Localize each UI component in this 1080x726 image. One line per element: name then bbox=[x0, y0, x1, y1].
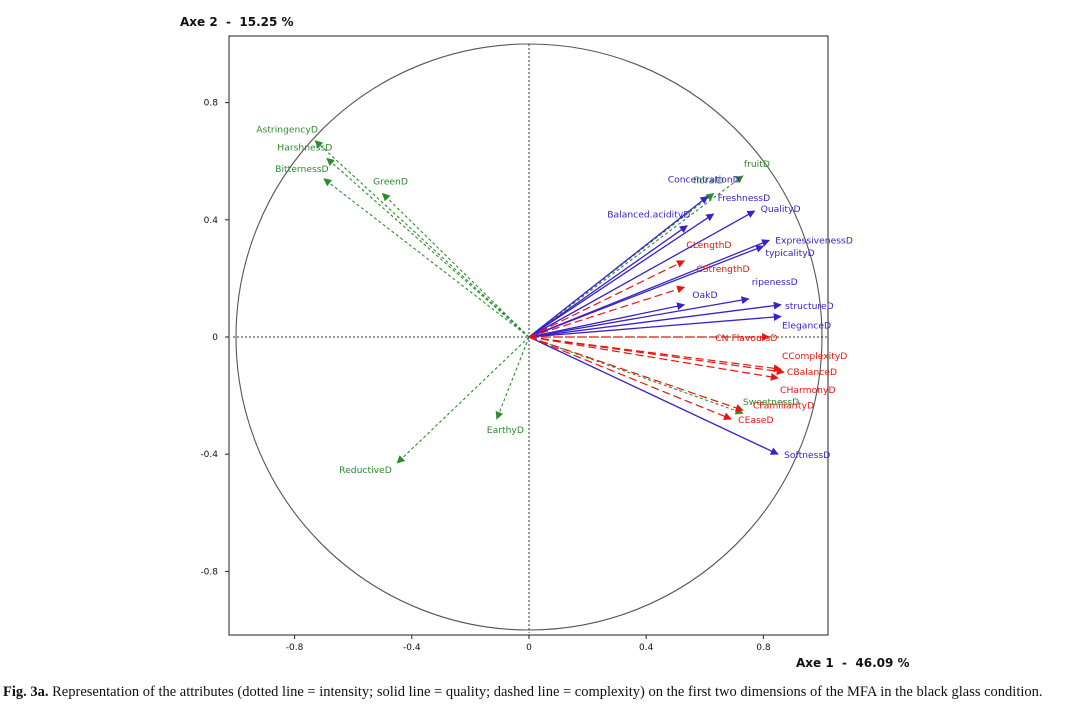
vector-sweetnessd bbox=[528, 336, 744, 415]
x-tick-label: -0.8 bbox=[286, 643, 304, 653]
x-tick-label: 0.8 bbox=[756, 643, 771, 653]
vector-freshnessd bbox=[528, 213, 715, 338]
label-fruitd: fruitD bbox=[744, 159, 770, 170]
vector-reductived bbox=[396, 336, 530, 464]
label-ccomplexityd: CComplexityD bbox=[782, 351, 847, 362]
vector-charmonyd bbox=[528, 336, 779, 381]
label-ceased: CEaseD bbox=[738, 415, 773, 426]
label-structured: structureD bbox=[785, 301, 834, 312]
label-concentrationd: ConcentrationD bbox=[668, 174, 740, 185]
x-tick-label: -0.4 bbox=[403, 643, 421, 653]
label-freshnessd: FreshnessD bbox=[718, 193, 771, 204]
x-tick-label: 0 bbox=[526, 643, 532, 653]
label-expressivenessd: ExpressivenessD bbox=[775, 235, 853, 246]
vector-clengthd bbox=[528, 260, 686, 338]
y-axis-title: Axe 2 - 15.25 % bbox=[180, 15, 294, 29]
label-reductived: ReductiveD bbox=[339, 465, 392, 476]
label-sweetnessd: SweetnessD bbox=[743, 397, 799, 408]
y-tick-label: -0.8 bbox=[200, 567, 218, 577]
label-balanced-acidityd: Balanced.acidityD bbox=[607, 210, 690, 221]
figure-caption-label: Fig. 3a. bbox=[3, 684, 49, 700]
y-axis-ticks: 0.8 0.4 0 -0.4 -0.8 bbox=[200, 99, 229, 577]
y-tick-label: 0.4 bbox=[204, 216, 219, 226]
label-greend: GreenD bbox=[373, 176, 408, 187]
y-tick-label: 0 bbox=[212, 333, 218, 343]
vector-structured bbox=[528, 301, 782, 338]
label-clengthd: CLengthD bbox=[686, 240, 731, 251]
vector-cbalanced bbox=[528, 336, 785, 376]
label-typicalityd: typicalityD bbox=[765, 248, 814, 259]
vector-eleganced bbox=[528, 313, 782, 338]
label-bitternessd: BitternessD bbox=[275, 164, 328, 175]
figure-caption: Fig. 3a. Representation of the attribute… bbox=[3, 683, 1077, 702]
x-axis-ticks: -0.8 -0.4 0 0.4 0.8 bbox=[286, 635, 771, 653]
label-ripenessd: ripenessD bbox=[752, 277, 798, 288]
label-cstrengthd: CStrengthD bbox=[696, 264, 749, 275]
vector-earthyd bbox=[495, 336, 530, 420]
correlation-circle-chart: -0.8 -0.4 0 0.4 0.8 0.8 0.4 0 -0.4 -0.8 Astringe… bbox=[180, 15, 910, 670]
vector-oakd bbox=[528, 302, 686, 338]
y-tick-label: -0.4 bbox=[200, 450, 218, 460]
vector-ceased bbox=[528, 336, 732, 421]
vector-balanced-acidityd bbox=[528, 225, 688, 338]
label-eleganced: EleganceD bbox=[782, 320, 831, 331]
vector-greend bbox=[381, 192, 530, 338]
figure-caption-text: Representation of the attributes (dotted… bbox=[48, 684, 1043, 700]
vector-qualityd bbox=[528, 210, 756, 338]
vector-typicalityd bbox=[528, 245, 765, 338]
vector-softnessd bbox=[528, 336, 779, 455]
label-cfamiliarityd: CFamiliarityD bbox=[753, 400, 814, 411]
y-tick-label: 0.8 bbox=[204, 99, 219, 109]
label-qualityd: QualityD bbox=[761, 204, 801, 215]
label-softnessd: SoftnessD bbox=[784, 450, 830, 461]
vector-bitternessd bbox=[323, 178, 530, 338]
x-axis-title: Axe 1 - 46.09 % bbox=[796, 656, 910, 670]
vector-ripenessd bbox=[528, 296, 750, 338]
vector-concentrationd bbox=[528, 195, 709, 338]
vector-fruitd bbox=[528, 175, 744, 338]
attribute-labels: AstringencyD HarshnessD BitternessD GreenD f… bbox=[256, 125, 853, 476]
label-charmonyd: CHarmonyD bbox=[780, 385, 835, 396]
vector-astringencyd bbox=[314, 140, 530, 338]
label-oakd: OakD bbox=[692, 290, 717, 301]
vector-harshnessd bbox=[326, 157, 530, 338]
label-florald: floralD bbox=[693, 175, 723, 186]
label-astringencyd: AstringencyD bbox=[256, 125, 318, 136]
attribute-vectors bbox=[314, 140, 785, 464]
label-cn-flavoursd: CN FlavoursD bbox=[715, 333, 777, 344]
label-harshnessd: HarshnessD bbox=[277, 142, 332, 153]
label-cbalanced: CBalanceD bbox=[787, 367, 837, 378]
vector-cstrengthd bbox=[528, 285, 686, 338]
label-earthyd: EarthyD bbox=[487, 425, 524, 436]
x-tick-label: 0.4 bbox=[639, 643, 654, 653]
vector-cfamiliarityd bbox=[528, 336, 744, 412]
